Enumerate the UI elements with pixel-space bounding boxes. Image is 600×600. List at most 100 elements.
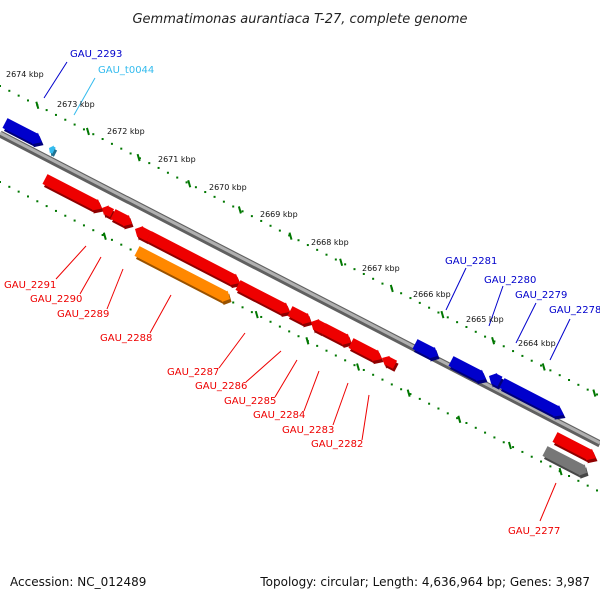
major-tick <box>457 415 462 424</box>
tick-dot <box>166 171 169 174</box>
tick-dot <box>232 205 235 208</box>
major-tick <box>35 101 40 110</box>
tick-dot <box>260 219 263 222</box>
label-GAU_2277[interactable]: GAU_2277 <box>508 526 560 537</box>
gene-GAU_2277[interactable] <box>552 432 598 464</box>
tick-dot <box>8 185 11 188</box>
major-tick <box>389 284 394 293</box>
label-GAU_2281[interactable]: GAU_2281 <box>445 256 497 267</box>
tick-dot <box>278 325 281 328</box>
tick-dot <box>549 369 552 372</box>
tick-dot <box>381 378 384 381</box>
label-GAU_2288[interactable]: GAU_2288 <box>100 333 152 344</box>
leader-line <box>539 482 557 522</box>
tick-dot <box>17 190 20 193</box>
tick-dot <box>110 142 113 145</box>
gene-GAU_2281[interactable] <box>412 339 440 362</box>
tick-dot <box>260 315 263 318</box>
kbp-label: 2673 kbp <box>57 100 95 109</box>
tick-dot <box>521 450 524 453</box>
tick-dot <box>54 209 57 212</box>
gene-GAU_2288[interactable] <box>134 246 232 306</box>
tick-dot <box>530 359 533 362</box>
tick-dot <box>250 311 253 314</box>
tick-dot <box>400 388 403 391</box>
leader-line <box>274 359 298 398</box>
major-tick <box>305 337 310 345</box>
gene-GAU_2283[interactable] <box>320 323 353 349</box>
major-tick <box>102 232 107 240</box>
gene-GAU_2287[interactable] <box>146 231 242 289</box>
major-tick <box>491 336 496 345</box>
label-GAU_2285[interactable]: GAU_2285 <box>224 396 276 407</box>
kbp-label: 2672 kbp <box>107 127 145 136</box>
tick-dot <box>129 152 132 155</box>
label-GAU_2286[interactable]: GAU_2286 <box>195 381 247 392</box>
leader-line <box>245 350 282 383</box>
label-GAU_2280[interactable]: GAU_2280 <box>484 275 536 286</box>
tick-dot <box>194 186 197 189</box>
leader-line <box>106 268 124 310</box>
label-GAU_2282[interactable]: GAU_2282 <box>311 439 363 450</box>
gene-GAU_2282b[interactable] <box>382 355 399 372</box>
major-tick <box>356 363 360 371</box>
gene-GAU_2289[interactable] <box>110 209 134 230</box>
label-GAU_2291[interactable]: GAU_2291 <box>4 280 56 291</box>
label-GAU_2289[interactable]: GAU_2289 <box>57 309 109 320</box>
tick-dot <box>484 431 487 434</box>
label-GAU_2287[interactable]: GAU_2287 <box>167 367 219 378</box>
tick-dot <box>456 321 459 324</box>
tick-dot <box>129 248 132 251</box>
label-GAU_2284[interactable]: GAU_2284 <box>253 410 305 421</box>
tick-dot <box>26 195 29 198</box>
leader-line <box>43 61 68 99</box>
kbp-label: 2670 kbp <box>209 183 247 192</box>
tick-dot <box>521 354 524 357</box>
gene-GAU_2291[interactable] <box>42 174 104 214</box>
tick-dot <box>577 383 580 386</box>
tick-dot <box>465 421 468 424</box>
gene-GAU_t0044[interactable] <box>49 145 58 157</box>
tick-dot <box>428 402 431 405</box>
tick-dot <box>101 138 104 141</box>
gene-pseudogene[interactable] <box>542 446 589 479</box>
tick-dot <box>222 200 225 203</box>
gene-GAU_2280[interactable] <box>448 356 488 385</box>
tick-dot <box>568 379 571 382</box>
tick-dot <box>372 277 375 280</box>
leader-line <box>55 245 87 280</box>
gene-GAU_2286[interactable] <box>235 280 292 317</box>
tick-dot <box>269 320 272 323</box>
label-GAU_2278[interactable]: GAU_2278 <box>549 305 600 316</box>
tick-dot <box>474 426 477 429</box>
map-title: Gemmatimonas aurantiaca T-27, complete g… <box>132 12 467 27</box>
gene-GAU_2285[interactable] <box>287 306 313 328</box>
tick-dot <box>110 238 113 241</box>
tick-dot <box>17 94 20 97</box>
summary-text: Topology: circular; Length: 4,636,964 bp… <box>259 575 590 589</box>
gene-GAU_2282[interactable] <box>348 338 384 365</box>
tick-dot <box>232 301 235 304</box>
tick-dot <box>36 200 39 203</box>
tick-dot <box>437 407 440 410</box>
tick-dot <box>372 373 375 376</box>
genome-backbone-highlight <box>0 131 600 445</box>
major-tick <box>558 467 563 476</box>
tick-dot <box>381 282 384 285</box>
tick-dot <box>297 335 300 338</box>
label-GAU_2290[interactable]: GAU_2290 <box>30 294 82 305</box>
tick-dot <box>334 258 337 261</box>
label-GAU_2279[interactable]: GAU_2279 <box>515 290 567 301</box>
tick-dot <box>0 85 1 87</box>
label-GAU_2293[interactable]: GAU_2293 <box>70 49 122 60</box>
major-tick <box>440 310 445 319</box>
tick-dot <box>474 330 477 333</box>
leader-line <box>303 370 320 412</box>
tick-dot <box>325 253 328 256</box>
tick-dot <box>568 475 571 478</box>
gene-GAU_2293[interactable] <box>2 118 44 148</box>
label-GAU_2283[interactable]: GAU_2283 <box>282 425 334 436</box>
label-GAU_t0044[interactable]: GAU_t0044 <box>98 65 154 76</box>
tick-dot <box>325 349 328 352</box>
gene-GAU_2278[interactable] <box>499 378 566 420</box>
